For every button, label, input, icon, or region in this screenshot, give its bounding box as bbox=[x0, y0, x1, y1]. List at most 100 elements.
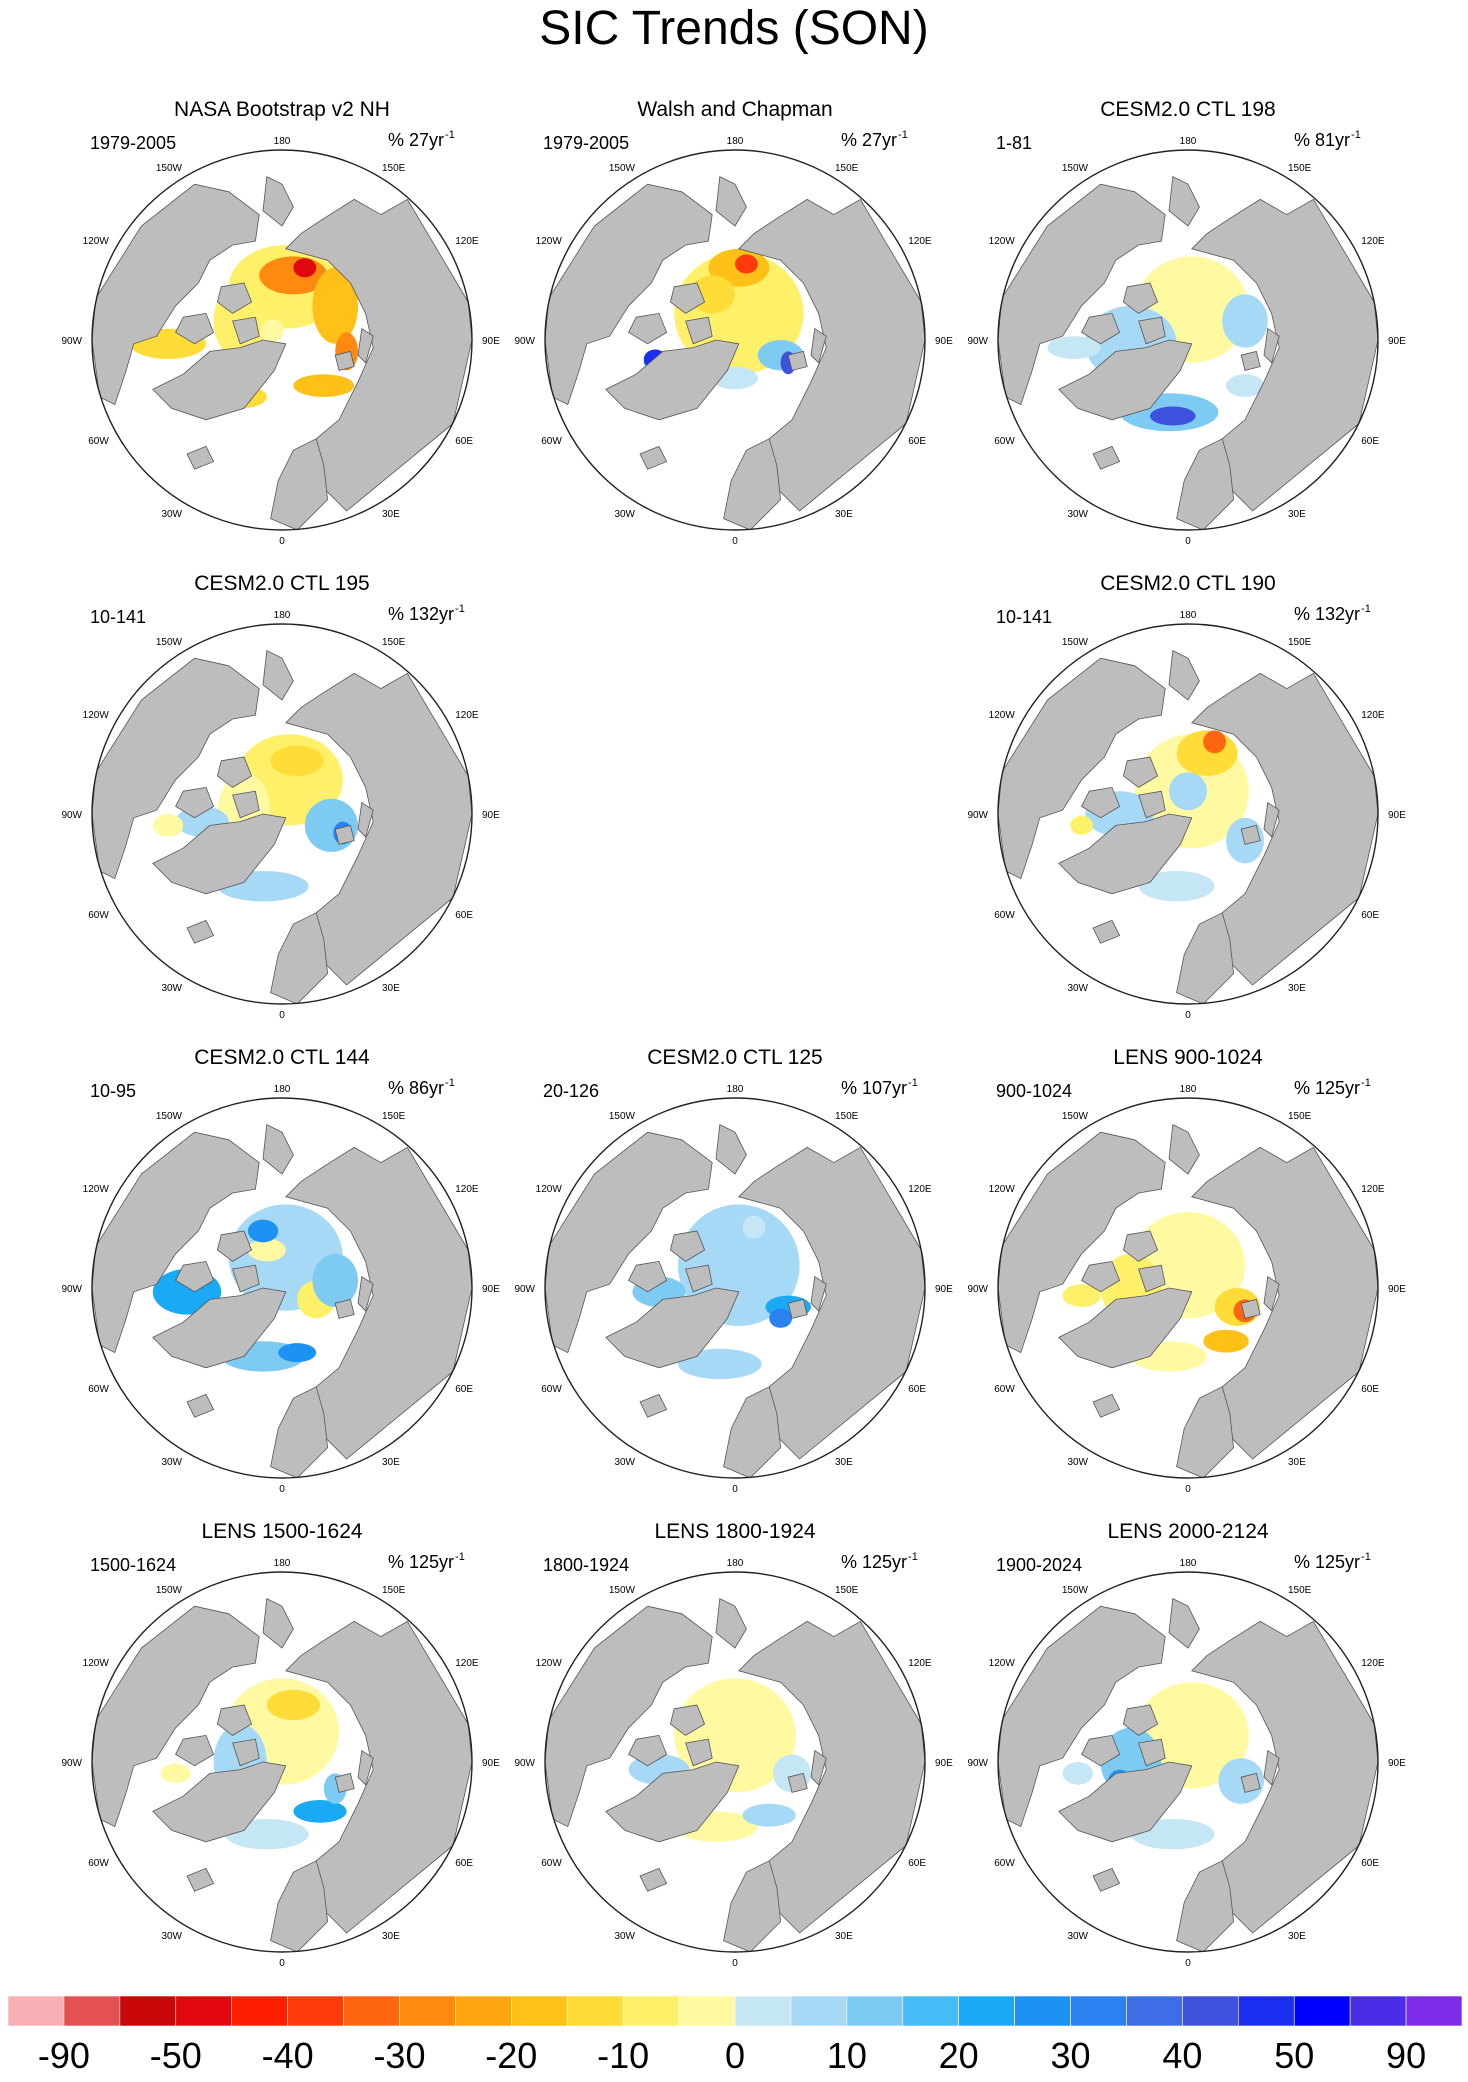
map-border bbox=[997, 623, 1379, 1005]
lon-label: 150W bbox=[156, 1111, 183, 1122]
panel-period: 1-81 bbox=[996, 133, 1032, 153]
colorbar-box bbox=[1349, 1995, 1407, 2027]
lon-label: 120E bbox=[908, 236, 932, 247]
land-mass bbox=[175, 1260, 215, 1293]
lon-label: 30W bbox=[1067, 983, 1088, 994]
lon-label: 90E bbox=[1388, 1284, 1406, 1295]
land-mass bbox=[723, 1386, 782, 1478]
map-border bbox=[997, 1571, 1379, 1953]
sea-ice-trend bbox=[293, 374, 355, 397]
lon-label: 90E bbox=[935, 1758, 953, 1769]
land-mass bbox=[232, 790, 260, 819]
lon-label: 30E bbox=[835, 1931, 853, 1942]
land-mass bbox=[1168, 175, 1200, 227]
lon-label: 60W bbox=[994, 1858, 1015, 1869]
map-area bbox=[998, 1098, 1378, 1478]
lon-label: 30E bbox=[1288, 1931, 1306, 1942]
panel-title: CESM2.0 CTL 125 bbox=[647, 1046, 822, 1069]
sea-ice-trend bbox=[742, 1215, 766, 1239]
lon-label: 120W bbox=[83, 236, 110, 247]
land-mass bbox=[545, 1131, 713, 1354]
colorbar-tick-label: 10 bbox=[827, 2035, 867, 2076]
sea-ice-trend bbox=[312, 1253, 359, 1307]
sea-ice-trend bbox=[1218, 1758, 1264, 1804]
lon-label: 150E bbox=[1288, 637, 1312, 648]
map-panel: LENS 2000-2124 1900-2024 % 125yr -1 180 0 150W… bbox=[967, 1520, 1406, 1969]
land-mass bbox=[1191, 1620, 1378, 1934]
land-mass bbox=[175, 312, 215, 345]
panel-period: 10-141 bbox=[996, 607, 1052, 627]
land-mass bbox=[186, 919, 215, 944]
land-mass bbox=[1058, 1761, 1193, 1843]
land-mass bbox=[685, 316, 713, 345]
colorbar-tick-label: 0 bbox=[725, 2035, 745, 2076]
lon-label: 120W bbox=[989, 1658, 1016, 1669]
lon-label: 90E bbox=[482, 1758, 500, 1769]
lon-label: 150E bbox=[382, 163, 406, 174]
lon-label: 180 bbox=[727, 1084, 744, 1095]
land-mass bbox=[232, 1264, 260, 1293]
map-area bbox=[998, 1572, 1378, 1952]
lon-label: 60W bbox=[88, 1858, 109, 1869]
panel-period: 1979-2005 bbox=[90, 133, 176, 153]
lon-label: 0 bbox=[1185, 1484, 1191, 1495]
land-mass bbox=[1176, 1860, 1235, 1952]
land-mass bbox=[152, 813, 287, 895]
sea-ice-trend bbox=[735, 254, 758, 274]
panel-unit-exponent: -1 bbox=[1361, 1077, 1371, 1089]
map-area bbox=[92, 624, 472, 1004]
map-panel: CESM2.0 CTL 198 1-81 % 81yr -1 180 0 150W 120W 9… bbox=[967, 98, 1406, 547]
map-area bbox=[92, 1572, 472, 1952]
land-mass bbox=[232, 1738, 260, 1767]
land-mass bbox=[1092, 445, 1121, 470]
sea-ice-trend bbox=[247, 1219, 279, 1243]
lon-label: 60W bbox=[88, 436, 109, 447]
land-mass bbox=[1240, 1298, 1261, 1319]
land-mass bbox=[270, 912, 329, 1004]
lon-label: 150W bbox=[609, 1111, 636, 1122]
lon-label: 0 bbox=[279, 536, 285, 547]
land-mass bbox=[92, 183, 260, 406]
land-mass bbox=[262, 1123, 294, 1175]
lon-label: 30W bbox=[614, 1931, 635, 1942]
sea-ice-trend bbox=[1070, 815, 1093, 835]
lon-label: 120E bbox=[455, 710, 479, 721]
panel-unit-exponent: -1 bbox=[1361, 1551, 1371, 1563]
lon-label: 120E bbox=[1361, 1184, 1385, 1195]
colorbar-tick-label: -40 bbox=[262, 2035, 314, 2076]
panel-title: LENS 900-1024 bbox=[1113, 1046, 1263, 1069]
lon-label: 60E bbox=[1361, 436, 1379, 447]
lon-label: 0 bbox=[279, 1484, 285, 1495]
colorbar-tick-label: -20 bbox=[485, 2035, 537, 2076]
map-panel: LENS 1500-1624 1500-1624 % 125yr -1 180 0 150W… bbox=[61, 1520, 500, 1969]
map-panel: CESM2.0 CTL 195 10-141 % 132yr -1 180 0 150W 12… bbox=[61, 572, 500, 1021]
colorbar-box bbox=[343, 1995, 400, 2027]
lon-label: 180 bbox=[274, 610, 291, 621]
sea-ice-trend bbox=[261, 319, 284, 342]
map-area bbox=[545, 1572, 925, 1952]
land-mass bbox=[605, 339, 740, 421]
panel-title: Walsh and Chapman bbox=[637, 98, 832, 121]
lon-label: 30E bbox=[1288, 509, 1306, 520]
map-panel: CESM2.0 CTL 190 10-141 % 132yr -1 180 0 150W 12… bbox=[967, 572, 1406, 1021]
land-mass bbox=[715, 175, 747, 227]
land-mass bbox=[810, 1275, 827, 1312]
sea-ice-trend bbox=[1203, 1329, 1249, 1353]
lon-label: 30E bbox=[1288, 1457, 1306, 1468]
panel-title: LENS 2000-2124 bbox=[1107, 1520, 1268, 1543]
land-mass bbox=[285, 198, 472, 512]
colorbar-box bbox=[1182, 1995, 1239, 2027]
sea-ice-trend bbox=[1150, 406, 1196, 426]
lon-label: 120W bbox=[83, 1658, 110, 1669]
lon-label: 30W bbox=[1067, 1457, 1088, 1468]
lon-label: 150E bbox=[382, 1585, 406, 1596]
panel-unit: % 27yr bbox=[388, 130, 444, 150]
sea-ice-trend bbox=[293, 1800, 347, 1823]
lon-label: 150E bbox=[1288, 1111, 1312, 1122]
colorbar-box bbox=[175, 1995, 232, 2027]
land-mass bbox=[1081, 1260, 1121, 1293]
land-mass bbox=[262, 1597, 294, 1649]
lon-label: 30W bbox=[161, 1931, 182, 1942]
lon-label: 90W bbox=[514, 1284, 535, 1295]
